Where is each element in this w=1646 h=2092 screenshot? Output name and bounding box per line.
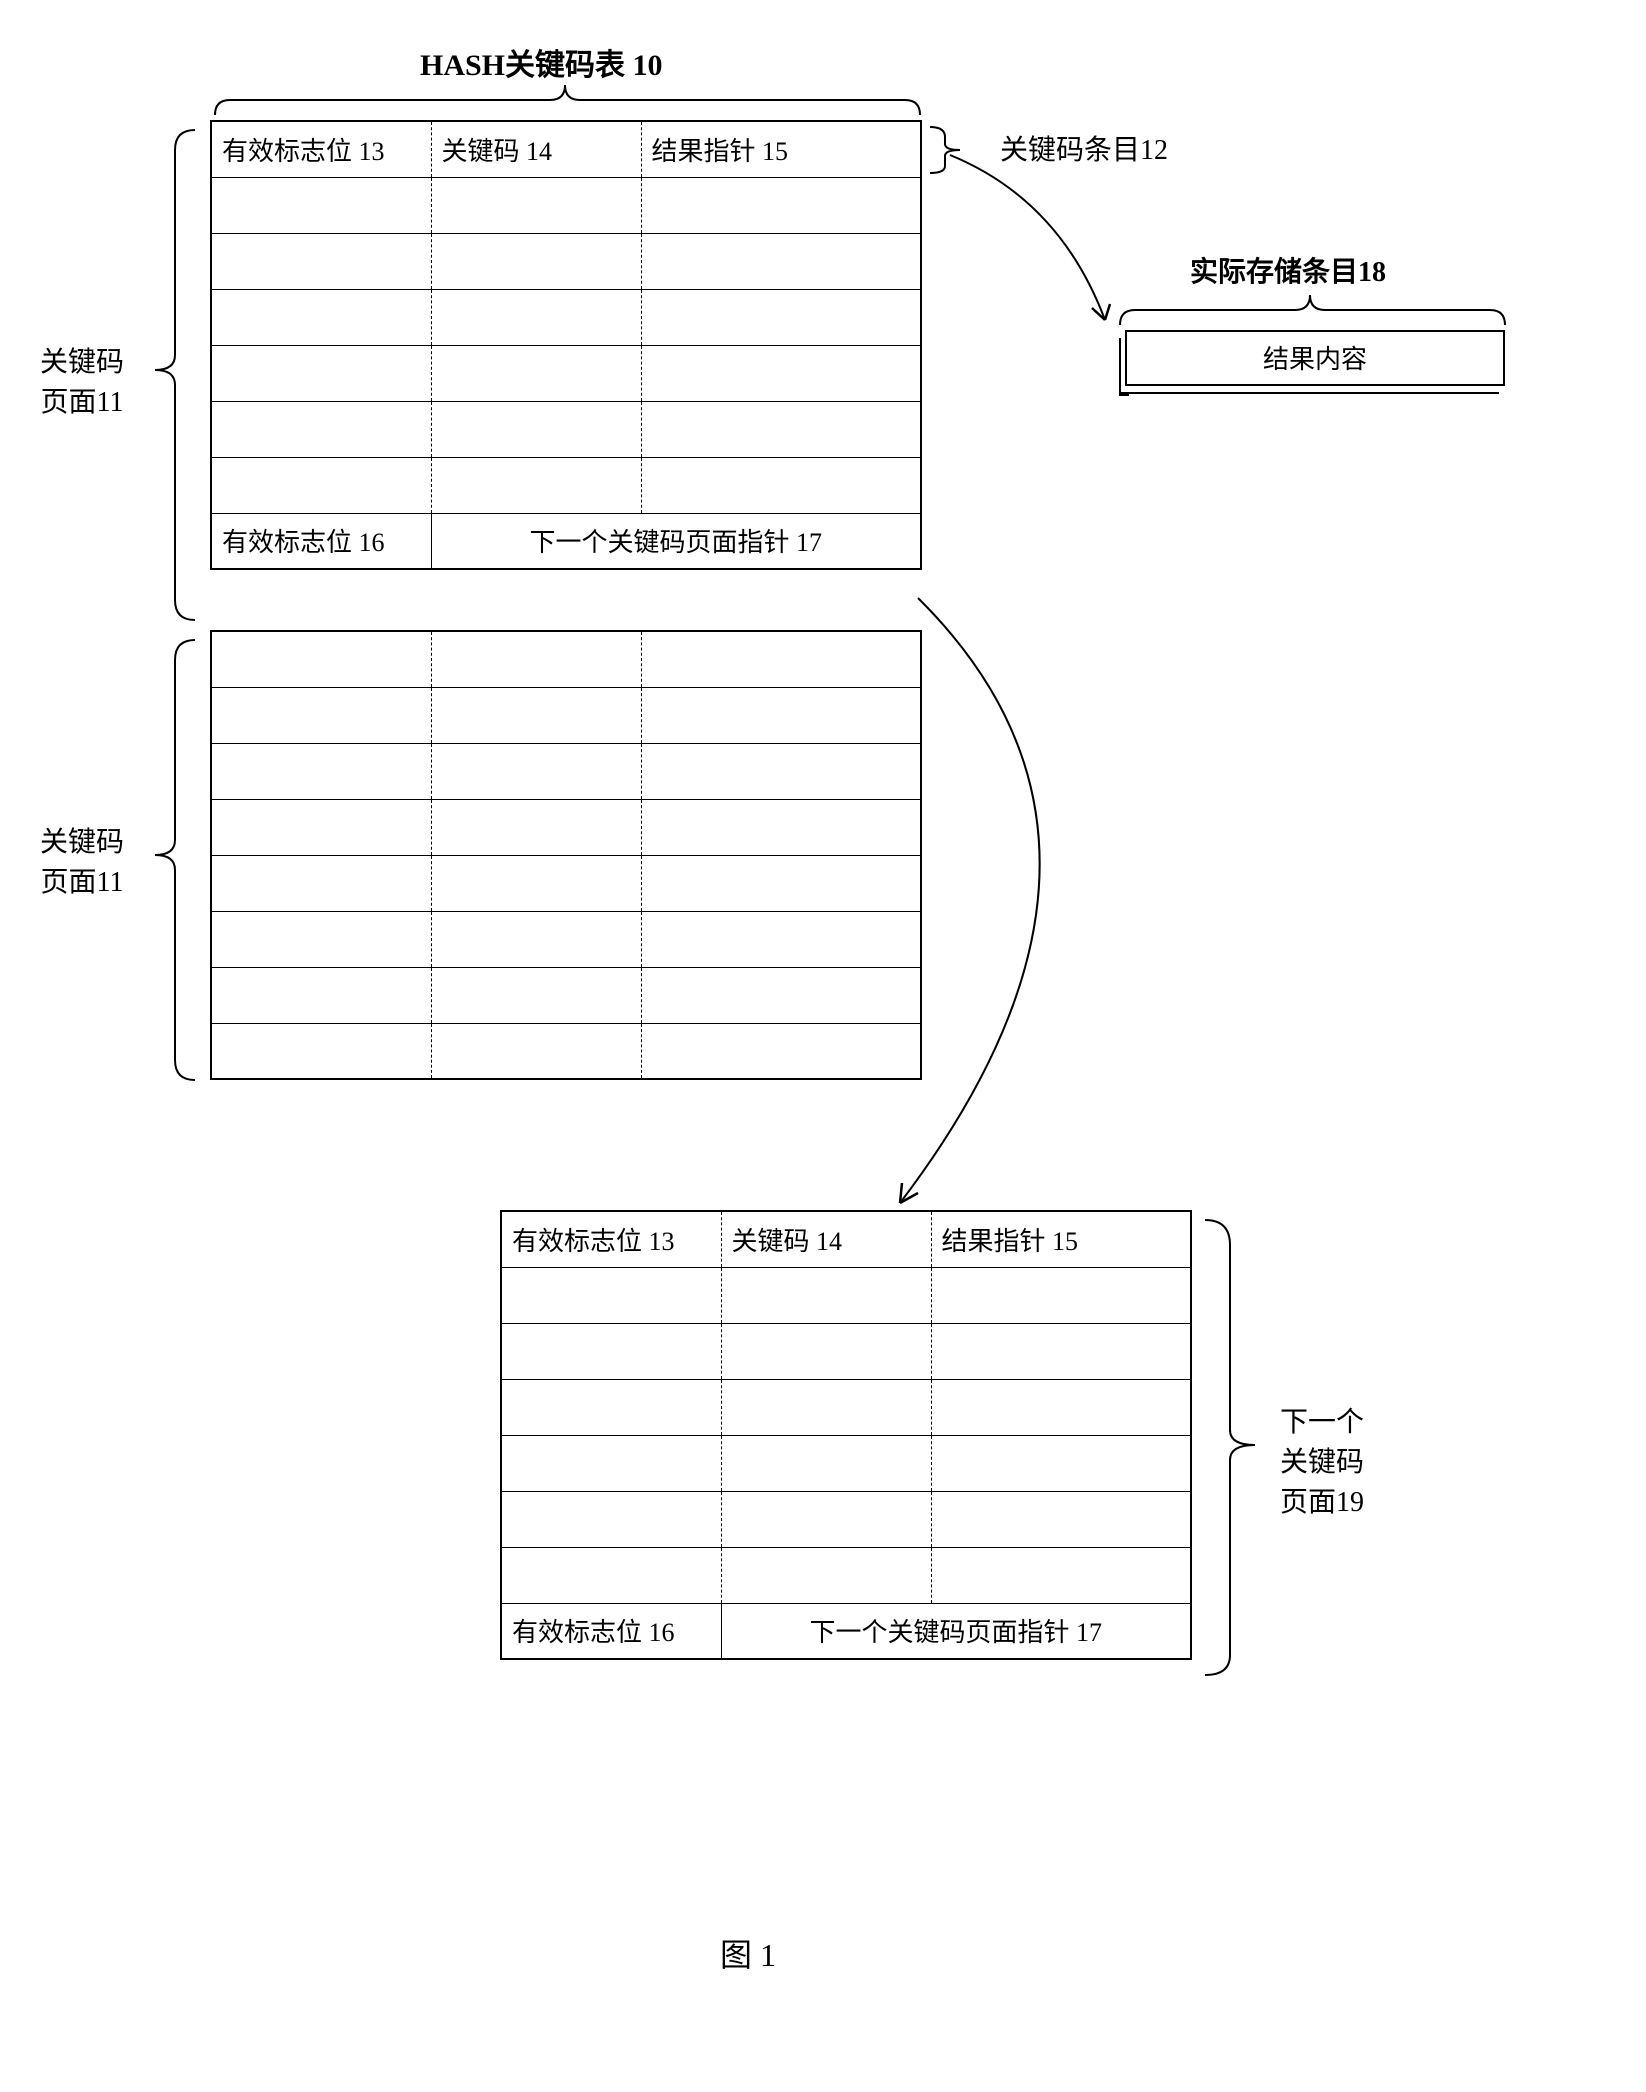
table-row: 有效标志位 13 关键码 14 结果指针 15 [211,121,921,177]
footer-next-ptr: 下一个关键码页面指针 17 [431,513,921,569]
footer-valid-flag: 有效标志位 16 [211,513,431,569]
table-row: 有效标志位 16 下一个关键码页面指针 17 [211,513,921,569]
label-text: 页面19 [1280,1487,1364,1518]
next-page-label: 下一个 关键码 页面19 [1280,1400,1364,1520]
diagram-title: HASH关键码表 10 [420,40,663,84]
table-row [211,457,921,513]
header-valid-flag: 有效标志位 13 [211,121,431,177]
footer-next-ptr: 下一个关键码页面指针 17 [721,1603,1191,1659]
label-text: 页面11 [41,387,124,418]
key-page-label-2: 关键码 页面11 [40,820,124,900]
header-valid-flag: 有效标志位 13 [501,1211,721,1267]
figure-caption: 图 1 [720,1930,776,1976]
table-row [211,177,921,233]
table-row [501,1379,1191,1435]
table-row [501,1491,1191,1547]
hash-table-diagram: HASH关键码表 10 关键码 页面11 关键码 页面11 有效标志位 13 关… [40,40,1606,2052]
table-row [501,1547,1191,1603]
label-text: 关键码 [40,827,124,858]
key-page-label-1: 关键码 页面11 [40,340,124,420]
table-row [211,401,921,457]
left-brace-1 [140,125,200,625]
key-page-table-1a: 有效标志位 13 关键码 14 结果指针 15 有效标志位 16 下一个关键码页… [210,120,922,570]
label-text: 关键码 [40,347,124,378]
storage-brace [1115,290,1515,330]
storage-entry-label: 实际存储条目18 [1190,250,1386,290]
table-row [501,1435,1191,1491]
storage-content-box: 结果内容 [1125,330,1505,386]
arrow-to-next-page [740,588,1240,1228]
label-text: 关键码 [1280,1447,1364,1478]
table-row [501,1267,1191,1323]
header-key: 关键码 14 [721,1211,931,1267]
table-row: 有效标志位 13 关键码 14 结果指针 15 [501,1211,1191,1267]
footer-valid-flag: 有效标志位 16 [501,1603,721,1659]
header-result-ptr: 结果指针 15 [641,121,921,177]
table-row [211,345,921,401]
header-key: 关键码 14 [431,121,641,177]
left-brace-2 [140,635,200,1085]
storage-content-text: 结果内容 [1263,345,1367,374]
header-result-ptr: 结果指针 15 [931,1211,1191,1267]
table-row [211,289,921,345]
top-brace [210,80,930,120]
table-row [501,1323,1191,1379]
label-text: 页面11 [41,867,124,898]
next-key-page-table: 有效标志位 13 关键码 14 结果指针 15 有效标志位 16 下一个关键码页… [500,1210,1192,1660]
label-text: 下一个 [1280,1407,1364,1438]
table-row: 有效标志位 16 下一个关键码页面指针 17 [501,1603,1191,1659]
table-row [211,233,921,289]
right-brace-next-page [1200,1215,1270,1685]
